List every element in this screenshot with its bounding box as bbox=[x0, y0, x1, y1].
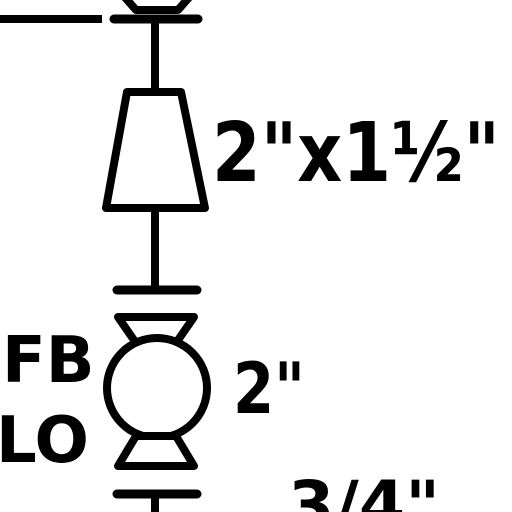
valve-ball bbox=[103, 334, 211, 442]
reducer-size-label: 2"x1½" bbox=[212, 106, 500, 201]
top-fitting-wedge bbox=[121, 0, 193, 14]
valve-tag-line1: FB bbox=[2, 324, 95, 398]
valve-lower-wedge bbox=[114, 432, 198, 470]
reducer-symbol bbox=[102, 88, 209, 212]
bottom-size-label: 3/4" bbox=[288, 467, 440, 512]
valve-tag-line2: LO bbox=[0, 404, 89, 478]
valve-size-label: 2" bbox=[233, 348, 305, 430]
ball-valve bbox=[103, 285, 211, 470]
top-fitting bbox=[109, 0, 203, 24]
